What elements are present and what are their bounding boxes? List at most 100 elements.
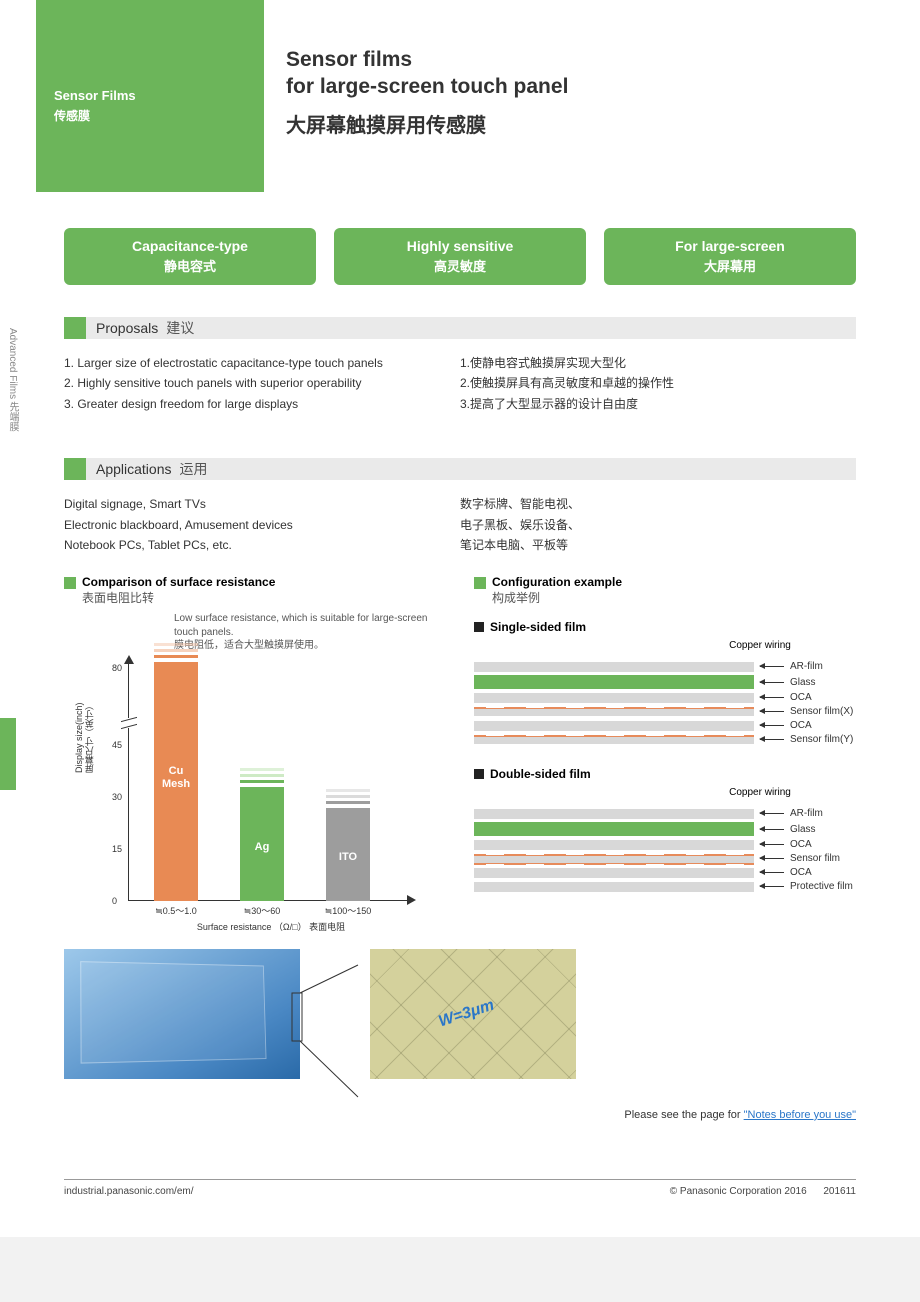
- chart-subheader: Comparison of surface resistance 表面电阻比转: [64, 575, 444, 606]
- layer-row: OCA: [474, 867, 856, 878]
- hero-category-cn: 传感膜: [54, 107, 264, 124]
- arrow-icon: [760, 829, 784, 830]
- notes-link[interactable]: "Notes before you use": [744, 1109, 856, 1121]
- zoom-connector: [310, 969, 360, 1059]
- arrow-icon: [760, 886, 784, 887]
- layer-label: Protective film: [790, 881, 853, 892]
- layer-label: OCA: [790, 867, 812, 878]
- layer-row: AR-film: [474, 661, 856, 672]
- chart-title-cn: 表面电阻比转: [82, 591, 154, 605]
- layer-row: OCA: [474, 720, 856, 731]
- layer-row: Sensor film: [474, 853, 856, 864]
- layer-row: Glass: [474, 675, 856, 689]
- section-applications-en: Applications: [96, 461, 172, 477]
- y-tick: 15: [112, 844, 122, 854]
- section-applications-header: Applications 运用: [64, 458, 856, 480]
- y-axis-label: Display size(inch)屏幕尺寸（英寸）: [74, 701, 96, 773]
- y-tick: 45: [112, 740, 122, 750]
- feature-pill-2: For large-screen大屏幕用: [604, 228, 856, 285]
- layer-label: OCA: [790, 720, 812, 731]
- y-tick: 0: [112, 896, 117, 906]
- proposals-en-list: 1. Larger size of electrostatic capacita…: [64, 353, 460, 414]
- section-applications-cn: 运用: [180, 461, 208, 477]
- layer-row: Sensor film(Y): [474, 734, 856, 745]
- layer-label: AR-film: [790, 661, 823, 672]
- layer-row: Protective film: [474, 881, 856, 892]
- layer-bar: [474, 882, 754, 892]
- hero-title-line1: Sensor films: [286, 46, 568, 73]
- layer-bar: [474, 721, 754, 731]
- layer-label: AR-film: [790, 808, 823, 819]
- layer-bar: [474, 662, 754, 672]
- arrow-icon: [760, 858, 784, 859]
- section-proposals-en: Proposals: [96, 320, 158, 336]
- photo-film-sample: [64, 949, 300, 1079]
- x-axis-label: Surface resistance （Ω/□） 表面电阻: [128, 920, 414, 933]
- layer-bar: [474, 693, 754, 703]
- layer-label: OCA: [790, 839, 812, 850]
- footer-url: industrial.panasonic.com/em/: [64, 1186, 194, 1197]
- layer-bar: [474, 675, 754, 689]
- copper-wiring-label: Copper wiring: [664, 787, 856, 798]
- config-title-en: Configuration example: [492, 575, 622, 589]
- arrow-icon: [760, 682, 784, 683]
- layer-bar: [474, 707, 754, 716]
- arrow-icon: [760, 711, 784, 712]
- layer-row: OCA: [474, 692, 856, 703]
- layer-row: AR-film: [474, 808, 856, 819]
- arrow-icon: [760, 813, 784, 814]
- hero-category-block: Sensor Films 传感膜: [36, 0, 264, 192]
- section-proposals-header: Proposals 建议: [64, 317, 856, 339]
- footer-note: Please see the page for "Notes before yo…: [0, 1079, 920, 1121]
- hero-category-en: Sensor Films: [54, 88, 264, 103]
- hero-title-line2: for large-screen touch panel: [286, 73, 568, 100]
- layer-bar: [474, 822, 754, 836]
- config-subheader: Configuration example 构成举例: [474, 575, 856, 606]
- chart-note: Low surface resistance, which is suitabl…: [174, 612, 444, 653]
- x-category: ≒30～60: [222, 904, 302, 917]
- arrow-icon: [760, 739, 784, 740]
- bar-chart: Display size(inch)屏幕尺寸（英寸） Surface resis…: [74, 661, 414, 931]
- arrow-icon: [760, 666, 784, 667]
- feature-pill-0: Capacitance-type静电容式: [64, 228, 316, 285]
- x-category: ≒100～150: [308, 904, 388, 917]
- arrow-icon: [760, 697, 784, 698]
- layer-row: Sensor film(X): [474, 706, 856, 717]
- layer-label: Glass: [790, 824, 816, 835]
- layer-bar: [474, 854, 754, 863]
- layer-row: OCA: [474, 839, 856, 850]
- arrow-icon: [760, 725, 784, 726]
- page-footer: industrial.panasonic.com/em/ © Panasonic…: [64, 1179, 856, 1197]
- layer-bar: [474, 735, 754, 744]
- config-title-cn: 构成举例: [492, 591, 540, 605]
- copper-wiring-label: Copper wiring: [664, 640, 856, 651]
- layer-bar: [474, 840, 754, 850]
- layer-bar: [474, 809, 754, 819]
- arrow-icon: [760, 844, 784, 845]
- layer-bar: [474, 868, 754, 878]
- y-tick: 80: [112, 663, 122, 673]
- footer-copyright: © Panasonic Corporation 2016: [670, 1186, 807, 1197]
- chart-title-en: Comparison of surface resistance: [82, 575, 275, 589]
- layer-label: Sensor film(X): [790, 706, 853, 717]
- arrow-icon: [760, 872, 784, 873]
- feature-pill-1: Highly sensitive高灵敏度: [334, 228, 586, 285]
- layer-label: Sensor film: [790, 853, 840, 864]
- layer-set-1: AR-film Glass OCA Sensor film OCA Protective …: [474, 808, 856, 892]
- section-proposals-cn: 建议: [166, 320, 194, 336]
- side-green-accent: [0, 718, 16, 790]
- applications-cn-list: 数字标牌、智能电视、电子黑板、娱乐设备、笔记本电脑、平板等: [460, 494, 856, 555]
- side-tab-label: Advanced Films 先端膜: [5, 328, 20, 432]
- hero-title-cn: 大屏幕触摸屏用传感膜: [286, 109, 568, 138]
- y-tick: 30: [112, 792, 122, 802]
- x-category: ≒0.5～1.0: [136, 904, 216, 917]
- photo-microscope: W=3μm: [370, 949, 576, 1079]
- layer-label: Glass: [790, 677, 816, 688]
- layer-set-header: Single-sided film: [474, 620, 856, 634]
- layer-set-header: Double-sided film: [474, 767, 856, 781]
- layer-label: Sensor film(Y): [790, 734, 853, 745]
- footer-code: 201611: [823, 1186, 856, 1197]
- applications-en-list: Digital signage, Smart TVsElectronic bla…: [64, 494, 460, 555]
- layer-row: Glass: [474, 822, 856, 836]
- proposals-cn-list: 1.使静电容式触摸屏实现大型化2.使触摸屏具有高灵敏度和卓越的操作性3.提高了大…: [460, 353, 856, 414]
